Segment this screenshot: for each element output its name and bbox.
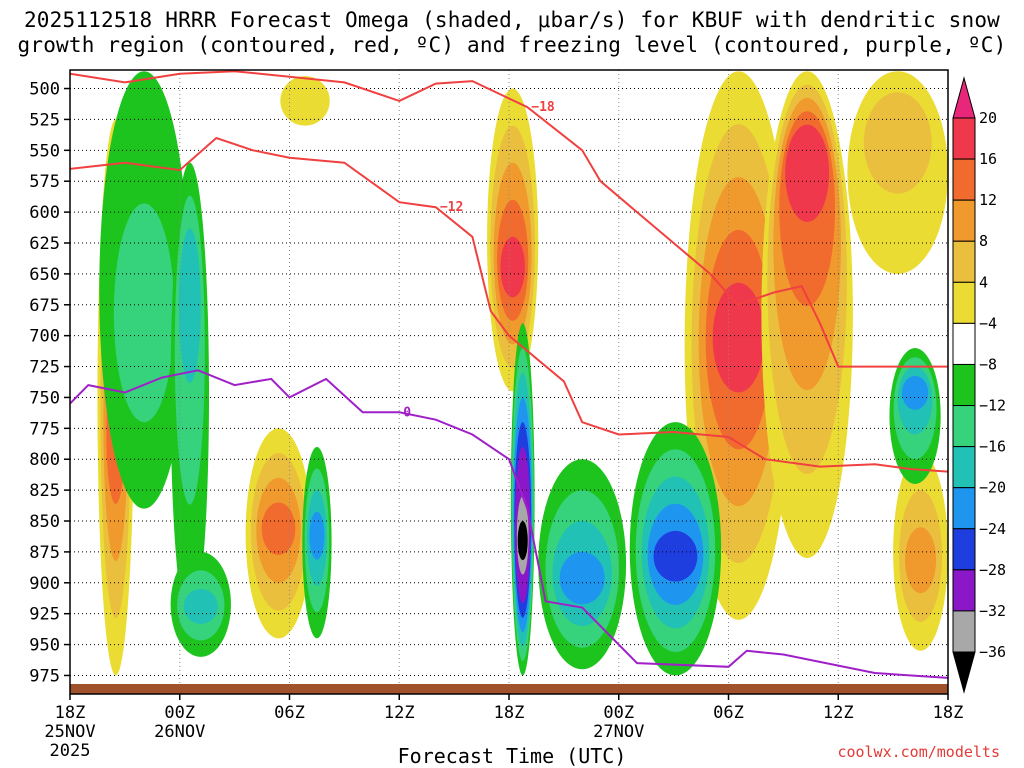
omega-region-13-level-3 [559,551,605,605]
contours: −18 −12 0 [70,70,948,679]
ytick-label-825: 825 [29,481,60,501]
omega-region-2-level-0 [280,76,330,126]
chart-title-line2: growth region (contoured, red, ºC) and f… [17,33,1007,57]
ytick-label-500: 500 [29,80,60,100]
colorbar-segment-11 [952,569,976,612]
colorbar-label-5: −4 [979,314,997,332]
omega-region-11-level-3 [309,511,325,560]
ytick-label-650: 650 [29,265,60,285]
xtick-label-30-0: 00Z [603,703,634,723]
colorbar-segment-4 [952,281,976,324]
omega-shading [97,71,948,676]
colorbar-segment-6 [952,363,976,407]
ytick-label-750: 750 [29,388,60,408]
x-axis-label: Forecast Time (UTC) [397,744,627,768]
colorbar-label-12: −32 [979,602,1006,620]
omega-region-12-level-8 [517,521,528,561]
ytick-label-900: 900 [29,574,60,594]
source-credit: coolwx.com/modelts [837,743,1000,761]
colorbar-segment-3 [952,240,976,283]
xtick-label-0-1: 25NOV [44,722,95,742]
colorbar-label-11: −28 [979,561,1006,579]
omega-region-7-level-2 [905,527,937,594]
contour-label--12: −12 [440,200,463,215]
colorbar-segment-2 [952,199,976,242]
colorbar-label-4: 4 [979,273,988,291]
xtick-label-0-2: 2025 [50,741,91,761]
colorbar-label-1: 16 [979,150,997,168]
colorbar-segment-10 [952,528,976,571]
ytick-label-525: 525 [29,110,60,130]
gridlines [70,70,948,694]
omega-region-9-level-2 [178,228,201,384]
xtick-label-30-1: 27NOV [593,722,644,742]
ytick-label-675: 675 [29,296,60,316]
omega-region-10-level-2 [183,588,218,624]
ytick-label-625: 625 [29,234,60,254]
contour-label-0: 0 [403,405,411,420]
xtick-label-0-0: 18Z [55,703,86,723]
colorbar-label-9: −20 [979,479,1006,497]
colorbar-segment-1 [952,158,976,201]
omega-region-5-level-4 [785,124,830,222]
contour--12 [70,136,948,473]
colorbar-label-7: −12 [979,397,1006,415]
xtick-label-36-0: 06Z [713,703,744,723]
colorbar-bottom-arrow [952,651,976,694]
ytick-label-925: 925 [29,605,60,625]
omega-region-4-level-4 [712,282,765,393]
ytick-label-775: 775 [29,419,60,439]
omega-region-1-level-3 [261,502,296,555]
ytick-label-700: 700 [29,327,60,347]
colorbar-label-6: −8 [979,355,997,373]
xtick-label-48-0: 18Z [933,703,964,723]
ytick-label-725: 725 [29,358,60,378]
xtick-label-12-0: 06Z [274,703,305,723]
omega-region-3-level-4 [500,236,525,298]
ytick-label-575: 575 [29,172,60,192]
colorbar-label-8: −16 [979,438,1006,456]
ytick-label-800: 800 [29,450,60,470]
xtick-label-18-0: 12Z [384,703,415,723]
xtick-label-42-0: 12Z [823,703,854,723]
colorbar-top-arrow [952,76,976,119]
xtick-label-24-0: 18Z [494,703,525,723]
colorbar-label-3: 8 [979,232,988,250]
ytick-label-550: 550 [29,141,60,161]
ytick-label-850: 850 [29,512,60,532]
xtick-label-6-0: 00Z [164,703,195,723]
contour-label--18: −18 [531,100,555,115]
colorbar-label-13: −36 [979,643,1006,661]
colorbar-segment-0 [952,117,976,160]
colorbar-label-0: 20 [979,109,997,127]
omega-region-15-level-3 [901,375,929,410]
contour-0 [70,369,948,679]
pressure-axis: 500 525 550 575 600 625 650 675 700 725 750 775 800 8… [29,80,70,686]
terrain-ground [70,684,948,694]
omega-region-6-level-1 [863,92,932,194]
colorbar-segment-5 [952,322,976,365]
ytick-label-975: 975 [29,666,60,686]
xtick-label-6-1: 26NOV [154,722,205,742]
omega-region-14-level-4 [653,530,698,582]
colorbar-segment-8 [952,446,976,489]
contour--18 [70,70,948,368]
colorbar-label-2: 12 [979,191,997,209]
ytick-label-950: 950 [29,636,60,656]
omega-region-8-level-1 [113,203,175,423]
omega-colorbar: 20 16 12 8 4 −4 −8 −12 −16 −20 −24 −28 −32 −36 [952,76,1006,694]
colorbar-segment-7 [952,405,976,448]
colorbar-segment-9 [952,487,976,530]
chart-title-line1: 2025112518 HRRR Forecast Omega (shaded, … [23,8,1001,32]
colorbar-segment-12 [952,610,976,653]
ytick-label-600: 600 [29,203,60,223]
ytick-label-875: 875 [29,543,60,563]
colorbar-label-10: −24 [979,520,1006,538]
